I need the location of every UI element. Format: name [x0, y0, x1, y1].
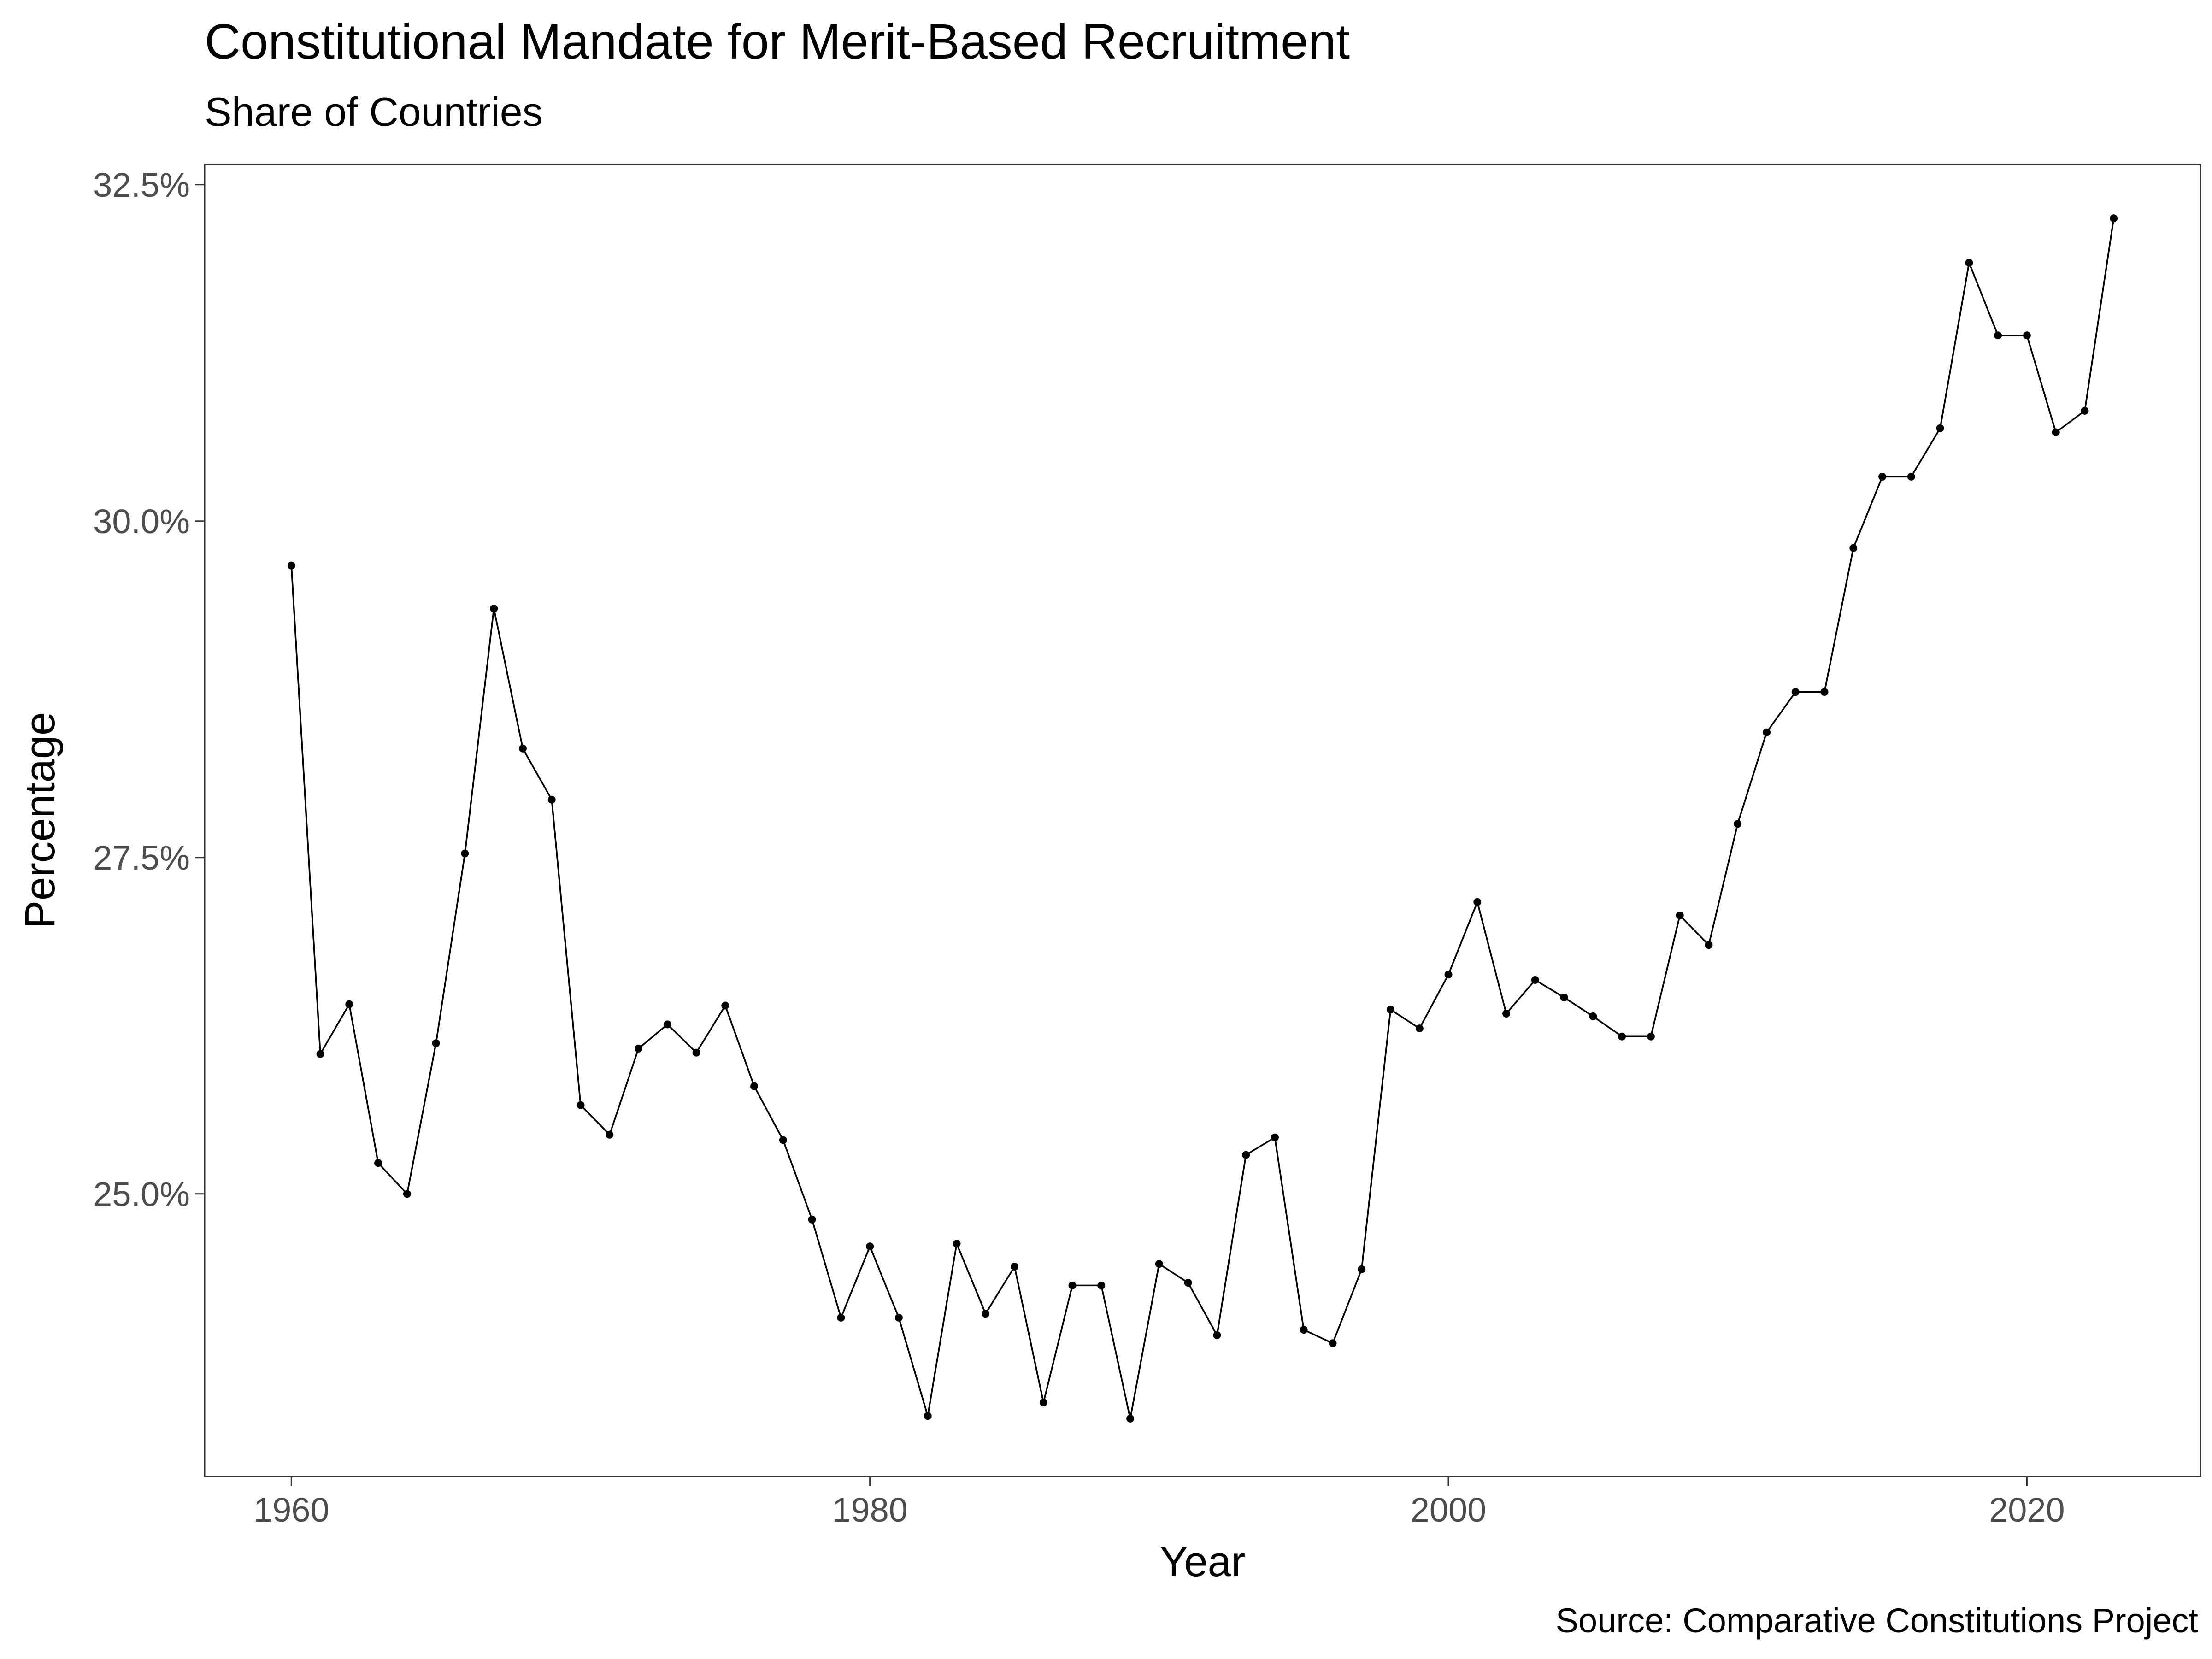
data-point	[606, 1130, 614, 1139]
data-point	[1271, 1133, 1279, 1141]
y-axis: 25.0% 27.5% 30.0% 32.5%	[93, 166, 205, 1213]
data-point	[345, 1000, 353, 1008]
data-point	[1907, 472, 1915, 481]
data-point	[1502, 1010, 1511, 1018]
data-point	[316, 1050, 324, 1058]
chart-title: Constitutional Mandate for Merit-Based R…	[205, 13, 1350, 69]
data-point	[1213, 1331, 1221, 1339]
data-point	[1097, 1281, 1106, 1289]
data-point	[1068, 1281, 1077, 1289]
data-point	[374, 1159, 382, 1167]
x-tick-label: 1960	[253, 1491, 329, 1529]
data-point	[1936, 424, 1944, 432]
data-point	[1387, 1006, 1394, 1014]
data-point	[490, 605, 498, 613]
data-point	[1676, 911, 1684, 919]
data-point	[2110, 214, 2118, 223]
data-point	[1011, 1263, 1018, 1271]
data-point	[1184, 1279, 1192, 1287]
data-point	[866, 1242, 874, 1251]
x-axis: 1960 1980 2000 2020	[253, 1477, 2065, 1529]
data-point	[953, 1240, 961, 1248]
data-point	[2023, 331, 2031, 340]
data-point	[1329, 1339, 1337, 1347]
data-point	[2081, 406, 2089, 415]
data-point	[1560, 994, 1568, 1001]
series-line	[290, 218, 2115, 1420]
y-tick-label: 32.5%	[93, 166, 190, 204]
data-point	[518, 744, 527, 753]
data-point	[808, 1215, 816, 1224]
data-point	[1415, 1024, 1424, 1033]
y-tick-label: 27.5%	[93, 839, 190, 877]
data-point	[461, 849, 469, 858]
data-point	[982, 1310, 990, 1318]
data-point	[1618, 1032, 1626, 1041]
y-tick-label: 25.0%	[93, 1175, 190, 1213]
series-points	[287, 214, 2118, 1423]
chart-subtitle: Share of Countries	[205, 89, 543, 135]
data-point	[432, 1039, 440, 1047]
data-point	[1965, 259, 1973, 267]
plot-panel	[204, 164, 2201, 1477]
x-tick-label: 2000	[1411, 1491, 1487, 1529]
data-point	[1358, 1265, 1366, 1273]
data-point	[1734, 820, 1742, 828]
y-axis-title: Percentage	[17, 712, 64, 929]
x-tick-label: 2020	[1989, 1491, 2065, 1529]
data-point	[750, 1082, 759, 1090]
data-point	[1473, 898, 1482, 906]
chart-caption: Source: Comparative Constitutions Projec…	[1555, 1601, 2198, 1640]
data-point	[837, 1313, 845, 1322]
data-point	[1994, 331, 2002, 340]
data-point	[1155, 1260, 1163, 1268]
data-point	[721, 1001, 729, 1010]
data-point	[1039, 1398, 1047, 1406]
data-point	[894, 1313, 903, 1322]
data-point	[1791, 688, 1800, 696]
data-point	[1705, 941, 1713, 949]
y-tick-label: 30.0%	[93, 502, 190, 541]
data-point	[1531, 976, 1539, 984]
data-point	[1444, 971, 1453, 979]
data-point	[635, 1044, 642, 1053]
data-point	[1300, 1326, 1308, 1334]
data-point	[2052, 428, 2060, 436]
data-point	[692, 1048, 700, 1057]
data-point	[1763, 728, 1771, 736]
data-point	[287, 561, 295, 570]
data-point	[1589, 1012, 1597, 1020]
x-axis-title: Year	[1160, 1538, 1246, 1585]
data-point	[663, 1020, 671, 1029]
data-point	[547, 795, 556, 804]
data-point	[779, 1136, 787, 1144]
x-tick-label: 1980	[832, 1491, 908, 1529]
data-point	[1242, 1151, 1250, 1159]
data-point	[1126, 1414, 1135, 1423]
data-point	[924, 1412, 932, 1420]
data-point	[1647, 1032, 1655, 1041]
data-point	[1820, 688, 1829, 696]
data-point	[1878, 472, 1887, 481]
data-point	[1849, 544, 1858, 552]
data-point	[577, 1101, 585, 1109]
data-point	[403, 1190, 411, 1198]
